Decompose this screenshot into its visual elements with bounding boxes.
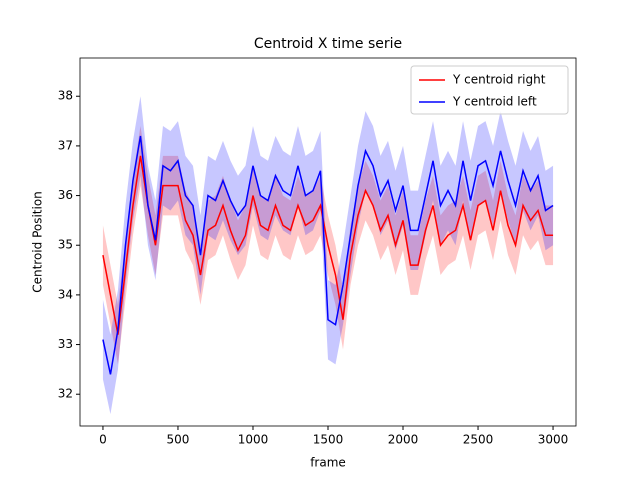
error-band <box>102 96 554 415</box>
x-tick-label: 3000 <box>538 433 569 447</box>
data-line <box>102 155 554 335</box>
y-tick-label: 35 <box>58 238 73 252</box>
data-line <box>102 135 554 375</box>
x-tick-label: 1000 <box>238 433 269 447</box>
y-tick-label: 32 <box>58 387 73 401</box>
y-tick-label: 33 <box>58 337 73 351</box>
chart-title: Centroid X time serie <box>254 36 402 52</box>
y-tick-label: 38 <box>58 89 73 103</box>
legend-label: Y centroid right <box>452 73 546 87</box>
x-tick-label: 1500 <box>313 433 344 447</box>
x-tick-label: 2000 <box>388 433 419 447</box>
x-tick-label: 0 <box>99 433 107 447</box>
x-axis-label: frame <box>310 456 346 470</box>
legend-label: Y centroid left <box>452 95 537 109</box>
y-tick-label: 37 <box>58 138 73 152</box>
x-tick-label: 2500 <box>463 433 494 447</box>
y-axis-label: Centroid Position <box>31 191 45 293</box>
x-tick-label: 500 <box>167 433 190 447</box>
y-tick-label: 34 <box>58 287 73 301</box>
y-tick-label: 36 <box>58 188 73 202</box>
legend-box <box>410 65 569 115</box>
